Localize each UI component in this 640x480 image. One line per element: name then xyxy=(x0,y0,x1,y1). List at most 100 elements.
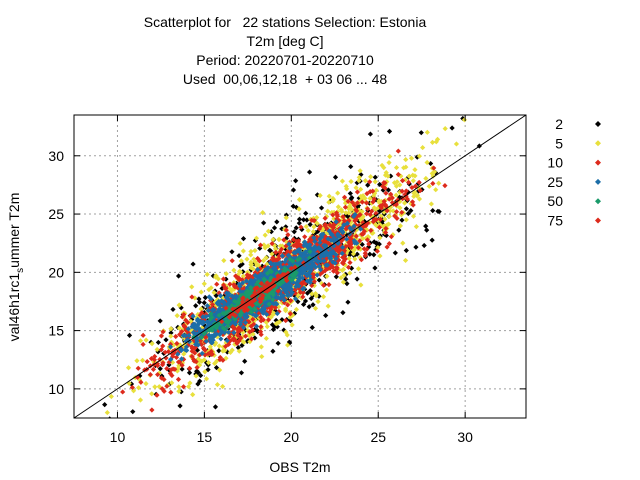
point xyxy=(309,324,315,331)
point xyxy=(163,337,169,343)
point xyxy=(268,306,274,312)
point xyxy=(381,180,387,186)
point xyxy=(216,348,222,354)
point xyxy=(364,206,371,212)
point xyxy=(347,231,353,237)
point xyxy=(380,223,386,230)
point xyxy=(226,302,233,308)
point xyxy=(285,232,291,238)
point xyxy=(185,319,191,326)
point xyxy=(300,290,306,296)
point xyxy=(312,276,318,282)
x-tick-label: 20 xyxy=(284,429,300,445)
point xyxy=(300,280,306,286)
point xyxy=(401,200,408,206)
point xyxy=(205,367,211,373)
point xyxy=(306,265,312,271)
point xyxy=(215,296,221,303)
point xyxy=(361,228,367,235)
point xyxy=(210,337,216,343)
point xyxy=(193,303,199,309)
point xyxy=(237,283,243,289)
point xyxy=(236,275,242,281)
point xyxy=(294,280,300,286)
point xyxy=(257,295,263,302)
point xyxy=(279,253,286,259)
point xyxy=(270,348,276,354)
point xyxy=(168,339,175,345)
point xyxy=(373,216,379,223)
point xyxy=(339,267,345,274)
point xyxy=(404,196,411,202)
point xyxy=(198,306,204,312)
point xyxy=(326,228,332,234)
point xyxy=(262,303,268,309)
point xyxy=(167,344,174,350)
point xyxy=(314,214,320,221)
point xyxy=(195,357,202,363)
point xyxy=(335,204,341,210)
legend-label-2: 2 xyxy=(555,116,563,132)
point xyxy=(329,236,336,242)
point xyxy=(205,360,212,366)
point xyxy=(104,409,110,416)
point xyxy=(194,318,201,324)
point xyxy=(353,233,359,239)
point xyxy=(198,289,204,295)
title-line-3: Period: 20220701-20220710 xyxy=(196,52,374,68)
point xyxy=(252,272,258,279)
point xyxy=(160,329,166,335)
data-points xyxy=(102,115,482,418)
point xyxy=(203,376,210,382)
x-axis-label: OBS T2m xyxy=(269,459,330,475)
point xyxy=(234,293,240,299)
point xyxy=(229,249,235,255)
point xyxy=(283,329,289,335)
point xyxy=(155,371,161,378)
point xyxy=(367,251,373,257)
point xyxy=(138,379,144,385)
point xyxy=(152,384,158,390)
point xyxy=(220,295,226,301)
point xyxy=(220,331,226,338)
point xyxy=(316,226,323,232)
point xyxy=(154,346,160,353)
point xyxy=(222,347,228,354)
point xyxy=(179,366,185,372)
point xyxy=(300,260,307,266)
point xyxy=(240,273,246,279)
point xyxy=(382,216,388,222)
point xyxy=(249,336,255,342)
point xyxy=(238,317,244,323)
point xyxy=(212,404,219,410)
point xyxy=(295,257,301,263)
point xyxy=(293,306,300,313)
point xyxy=(281,237,287,243)
point xyxy=(273,321,279,327)
point xyxy=(274,281,280,287)
point xyxy=(250,331,256,337)
point xyxy=(362,178,369,184)
point xyxy=(292,296,299,302)
point xyxy=(154,361,160,367)
point xyxy=(309,291,315,297)
point xyxy=(290,312,296,318)
point xyxy=(231,282,237,288)
point xyxy=(226,285,233,291)
point xyxy=(341,194,348,200)
point xyxy=(223,271,229,277)
point xyxy=(442,183,448,189)
point xyxy=(271,277,277,283)
point xyxy=(207,344,213,350)
point xyxy=(349,199,356,205)
point xyxy=(120,389,126,395)
point xyxy=(201,300,207,306)
point xyxy=(285,283,291,289)
point xyxy=(315,259,321,265)
point xyxy=(323,312,329,319)
point xyxy=(371,205,377,211)
point xyxy=(169,351,175,357)
point xyxy=(144,358,150,365)
point xyxy=(282,284,288,290)
point xyxy=(380,187,386,193)
